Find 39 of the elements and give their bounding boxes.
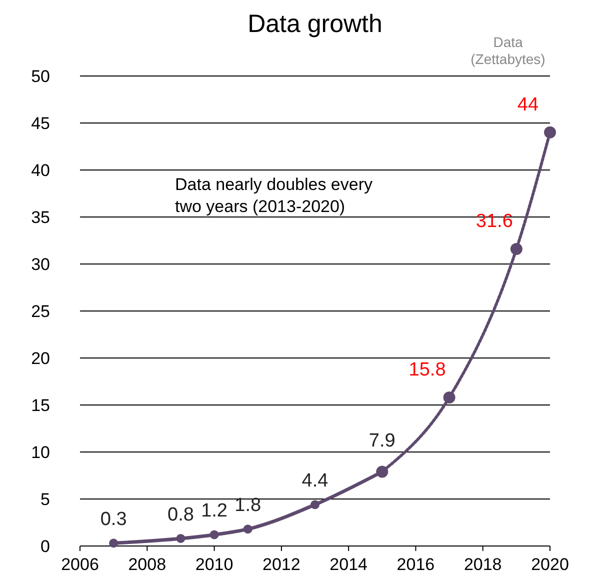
data-label: 15.8 — [408, 359, 446, 380]
y-tick-label: 50 — [31, 67, 50, 86]
x-tick-label: 2020 — [531, 555, 569, 574]
point — [243, 524, 252, 534]
point — [544, 126, 556, 138]
y-tick-label: 15 — [31, 396, 50, 415]
x-tick-label: 2006 — [61, 555, 99, 574]
data-label: 4.4 — [302, 470, 329, 492]
annotation: Data nearly doubles every two years (2013-2020) — [175, 175, 373, 216]
x-tick-label: 2010 — [195, 555, 234, 574]
y-tick-label: 35 — [31, 208, 50, 227]
point — [510, 242, 522, 255]
point — [176, 534, 186, 543]
data-label: 7.9 — [368, 430, 396, 452]
y-tick-label: 5 — [40, 490, 50, 509]
x-tick-label: 2014 — [330, 555, 368, 574]
x-tick-label: 2008 — [128, 555, 166, 574]
data-label: 1.8 — [234, 495, 262, 516]
y-tick-label: 40 — [31, 161, 50, 180]
data-label: 31.6 — [476, 210, 513, 232]
x-tick-label: 2018 — [464, 555, 502, 574]
chart-title: Data growth — [248, 10, 382, 38]
data-label: 0.3 — [100, 509, 127, 530]
point — [310, 500, 320, 510]
x-tick-label: 2016 — [396, 555, 435, 574]
y-tick-label: 25 — [31, 302, 50, 321]
y-tick-label: 0 — [40, 537, 50, 556]
point — [109, 538, 118, 548]
point — [210, 530, 219, 540]
data-label: 44 — [517, 94, 539, 116]
data-label: 0.8 — [168, 504, 194, 526]
y-tick-label: 10 — [31, 443, 50, 462]
y-axis-title: Data (Zettabytes) — [470, 34, 546, 67]
y-tick-label: 20 — [31, 349, 50, 368]
data-label: 1.2 — [201, 500, 228, 522]
y-tick-label: 45 — [31, 114, 50, 133]
point — [443, 391, 456, 404]
x-tick-label: 2012 — [262, 555, 300, 574]
y-tick-label: 30 — [31, 255, 50, 274]
